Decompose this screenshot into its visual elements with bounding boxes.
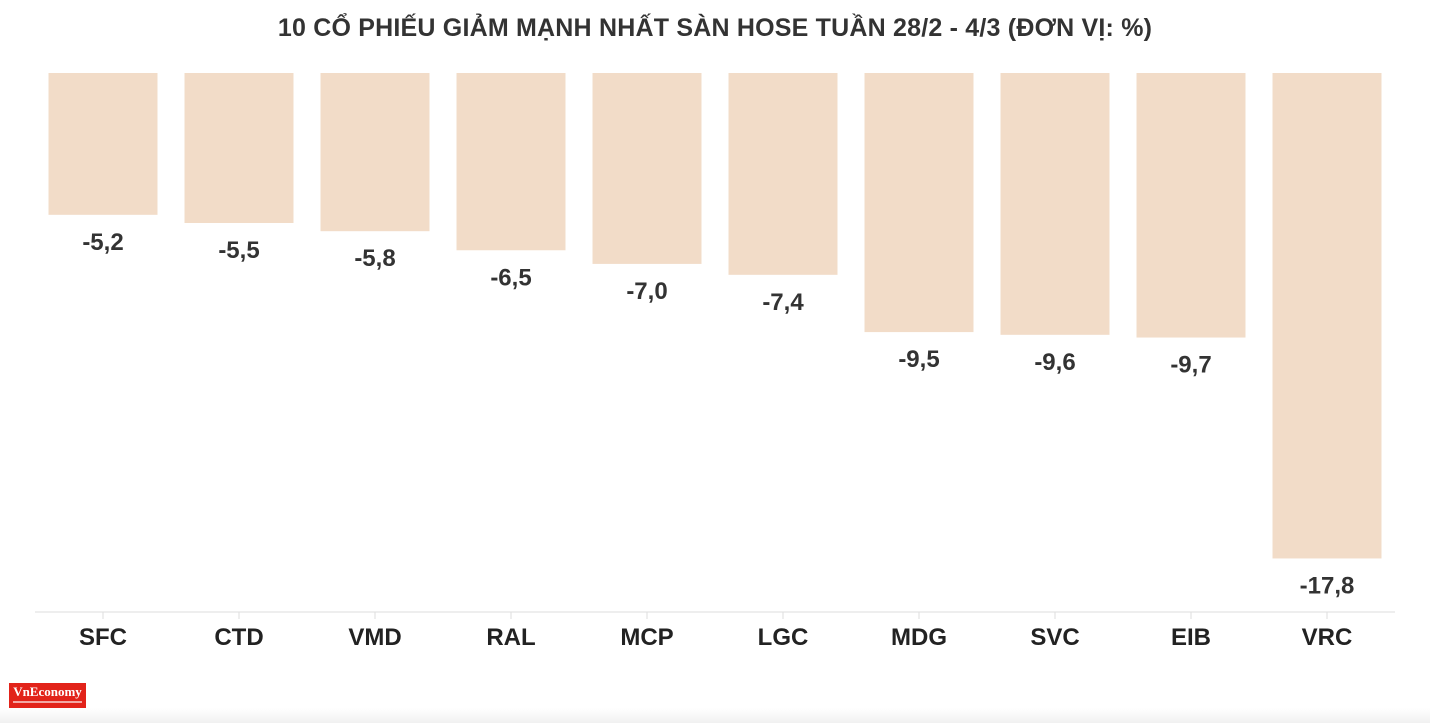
bar-lgc [728, 73, 838, 275]
x-tick-label-ral: RAL [486, 624, 535, 651]
value-label-eib: -9,7 [1170, 352, 1211, 379]
logo-strip [13, 701, 82, 703]
value-label-mcp: -7,0 [626, 278, 667, 305]
x-tick-label-ctd: CTD [214, 624, 263, 651]
x-tick-label-sfc: SFC [79, 624, 127, 651]
x-tick-label-svc: SVC [1030, 624, 1079, 651]
chart-title: 10 CỔ PHIẾU GIẢM MẠNH NHẤT SÀN HOSE TUẦN… [277, 14, 1153, 42]
x-tick-label-lgc: LGC [758, 624, 809, 651]
vneconomy-logo: VnEconomy [9, 683, 86, 709]
bar-vrc [1272, 73, 1382, 559]
x-tick-label-vrc: VRC [1302, 624, 1353, 651]
value-label-svc: -9,6 [1034, 349, 1075, 376]
value-label-vmd: -5,8 [354, 245, 395, 272]
bar-chart: -5,2 -5,5 -5,8 -6,5 -7,0 -7,4 -9,5 -9,6 -9,7 -17,… [35, 73, 1395, 651]
value-label-ctd: -5,5 [218, 237, 259, 264]
bar-svc [1000, 73, 1110, 335]
bar-vmd [320, 73, 430, 232]
value-label-ral: -6,5 [490, 264, 531, 291]
x-tick-label-eib: EIB [1171, 624, 1211, 651]
bar-mcp [592, 73, 702, 264]
value-label-lgc: -7,4 [762, 289, 804, 316]
x-tick-label-mcp: MCP [620, 624, 673, 651]
bars-group: -5,2 -5,5 -5,8 -6,5 -7,0 -7,4 -9,5 -9,6 -9,7 -17,… [48, 73, 1382, 599]
x-tick-label-vmd: VMD [348, 624, 401, 651]
value-label-vrc: -17,8 [1300, 572, 1355, 599]
bar-ctd [184, 73, 294, 223]
bar-mdg [864, 73, 974, 333]
logo-text: VnEconomy [13, 684, 82, 699]
bar-eib [1136, 73, 1246, 338]
x-tick-label-mdg: MDG [891, 624, 947, 651]
value-label-sfc: -5,2 [82, 229, 123, 256]
bar-sfc [48, 73, 158, 215]
value-label-mdg: -9,5 [898, 346, 939, 373]
bottom-fade [0, 708, 1430, 723]
bar-ral [456, 73, 566, 251]
x-ticks-group: SFC CTD VMD RAL MCP LGC MDG SVC EIB VRC [79, 612, 1352, 651]
